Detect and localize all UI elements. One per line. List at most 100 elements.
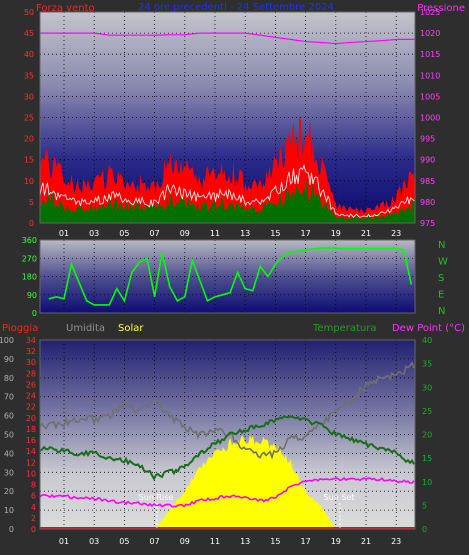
pressure-y-tick: 1010 <box>420 71 440 80</box>
humidity-y-tick: 90 <box>4 355 14 364</box>
rain-y-tick: 26 <box>26 380 36 389</box>
bottom-x-tick: 01 <box>59 537 69 546</box>
solar-header-label: Solar <box>118 323 144 334</box>
bottom-panel-grid <box>40 340 415 529</box>
rain-y-tick: 16 <box>26 436 36 445</box>
bottom-x-tick: 15 <box>270 537 280 546</box>
bottom-panel-series <box>39 361 415 529</box>
humidity-axis-ticks: 0 10 20 30 40 50 60 70 80 90 100 <box>0 336 14 534</box>
humidity-y-tick: 10 <box>4 506 14 515</box>
humidity-y-tick: 30 <box>4 468 14 477</box>
temperature-y-tick: 10 <box>422 478 432 487</box>
temperature-y-tick: 0 <box>422 525 427 534</box>
pressure-y-tick: 1015 <box>420 50 440 59</box>
rain-y-tick: 12 <box>26 458 36 467</box>
pressure-y-tick: 1000 <box>420 114 440 123</box>
temperature-y-tick: 20 <box>422 431 432 440</box>
temperature-y-tick: 35 <box>422 360 432 369</box>
pressure-y-tick: 1005 <box>420 92 440 101</box>
rain-y-tick: 34 <box>26 336 36 345</box>
wind-x-tick: 17 <box>301 229 311 238</box>
wind-x-tick: 09 <box>180 229 190 238</box>
rain-y-tick: 4 <box>31 503 36 512</box>
bottom-x-tick: 09 <box>180 537 190 546</box>
humidity-y-tick: 50 <box>4 431 14 440</box>
wind-panel-grid <box>40 12 415 223</box>
pressure-y-tick: 985 <box>420 177 435 186</box>
solar-area <box>40 435 415 529</box>
humidity-y-tick: 40 <box>4 449 14 458</box>
temperature-axis-ticks: 0 5 10 15 20 25 30 35 40 <box>422 336 432 534</box>
bottom-x-tick: 07 <box>150 537 160 546</box>
pressure-header-label: Pressione <box>417 3 465 14</box>
compass-label: N <box>438 306 445 317</box>
humidity-y-tick: 60 <box>4 412 14 421</box>
wind-panel-frame <box>39 11 416 224</box>
bottom-x-tick: 23 <box>391 537 401 546</box>
direction-y-tick: 270 <box>22 254 37 263</box>
temperature-y-tick: 5 <box>422 501 427 510</box>
humidity-y-tick: 80 <box>4 374 14 383</box>
wind-axis-ticks: 0 5 10 15 20 25 30 35 40 45 50 <box>24 8 34 228</box>
wind-gust-area <box>40 115 415 223</box>
wind-y-tick: 0 <box>29 219 34 228</box>
rain-y-tick: 22 <box>26 403 36 412</box>
rain-y-tick: 28 <box>26 369 36 378</box>
wind-x-tick: 05 <box>119 229 129 238</box>
compass-label: N <box>438 240 445 251</box>
rain-y-tick: 0 <box>31 525 36 534</box>
direction-y-tick: 360 <box>22 236 37 245</box>
pressure-y-tick: 995 <box>420 135 435 144</box>
bottom-x-tick: 13 <box>240 537 250 546</box>
bottom-panel-frame <box>39 339 416 530</box>
wind-x-tick: 01 <box>59 229 69 238</box>
compass-label: S <box>438 273 444 284</box>
wind-x-tick: 03 <box>89 229 99 238</box>
rain-y-tick: 24 <box>26 392 36 401</box>
humidity-y-tick: 20 <box>4 487 14 496</box>
direction-axis-ticks: 0 90 180 270 360 <box>22 236 37 318</box>
direction-panel-grid <box>40 240 415 313</box>
wind-x-tick: 19 <box>331 229 341 238</box>
compass-label: E <box>438 290 444 301</box>
rain-y-tick: 30 <box>26 358 36 367</box>
dewpoint-header-label: Dew Point (°C) <box>392 323 465 334</box>
bottom-x-tick: 19 <box>331 537 341 546</box>
humidity-y-tick: 100 <box>0 336 14 345</box>
wind-y-tick: 15 <box>24 156 34 165</box>
wind-y-tick: 30 <box>24 92 34 101</box>
rain-y-tick: 10 <box>26 469 36 478</box>
humidity-y-tick: 0 <box>9 525 14 534</box>
direction-y-tick: 0 <box>32 309 37 318</box>
pressure-y-tick: 975 <box>420 219 435 228</box>
pressure-y-tick: 1020 <box>420 29 440 38</box>
pressure-y-tick: 980 <box>420 198 435 207</box>
wind-direction-line <box>48 247 413 306</box>
bottom-x-tick: 17 <box>301 537 311 546</box>
period-header-label: 24 ore precedenti - 24 Settembre 2024 <box>138 2 334 13</box>
rain-y-tick: 2 <box>31 514 36 523</box>
pressure-line <box>40 32 415 45</box>
bottom-x-tick: 21 <box>361 537 371 546</box>
temperature-y-tick: 25 <box>422 407 432 416</box>
wind-x-tick: 15 <box>270 229 280 238</box>
bottom-x-tick: 03 <box>89 537 99 546</box>
bottom-x-tick: 11 <box>210 537 220 546</box>
direction-y-tick: 180 <box>22 273 37 282</box>
wind-speed-line <box>39 164 416 218</box>
temperature-y-tick: 15 <box>422 454 432 463</box>
rain-y-tick: 6 <box>31 492 36 501</box>
wind-x-tick: 21 <box>361 229 371 238</box>
wind-y-tick: 5 <box>29 198 34 207</box>
wind-header-label: Forza vento <box>36 3 95 14</box>
compass-label: W <box>438 257 448 268</box>
wind-x-tick: 07 <box>150 229 160 238</box>
wind-average-area <box>40 176 415 223</box>
rain-y-tick: 14 <box>26 447 36 456</box>
direction-panel-series <box>48 247 413 306</box>
dewpoint-line <box>39 476 415 508</box>
